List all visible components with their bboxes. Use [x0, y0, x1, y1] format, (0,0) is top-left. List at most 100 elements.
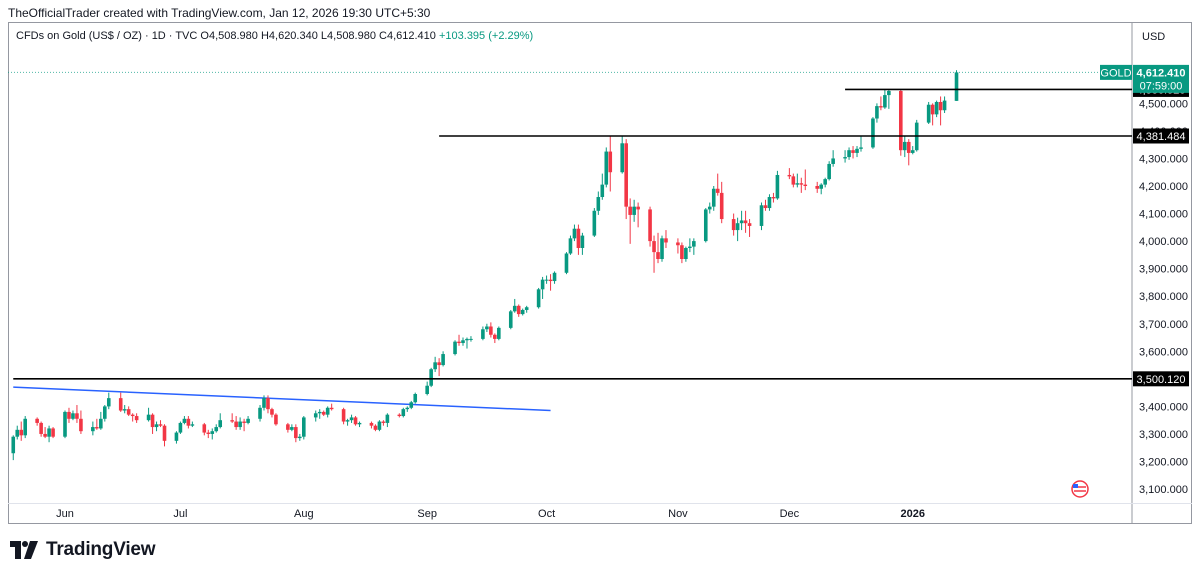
candle-body — [214, 427, 219, 432]
candle-body — [827, 163, 831, 180]
candle-body — [258, 407, 262, 419]
candle-body — [934, 101, 939, 115]
candle-body — [544, 279, 549, 281]
candle-body — [731, 219, 736, 231]
candle-body — [600, 184, 605, 198]
candle-body — [409, 402, 414, 408]
candle-body — [19, 429, 24, 436]
candle-body — [512, 305, 517, 312]
candle-body — [703, 209, 708, 242]
candle-body — [508, 311, 513, 328]
candle-body — [628, 206, 632, 215]
candle-body — [234, 421, 238, 428]
candle-body — [47, 428, 51, 437]
candle-body — [942, 100, 947, 111]
candle-body — [246, 418, 250, 423]
candle-body — [568, 238, 573, 254]
candle-body — [262, 398, 266, 408]
candle-body — [99, 418, 103, 429]
candle-body — [489, 326, 493, 335]
candle-body — [67, 411, 71, 419]
price-tag-label: 4,381.484 — [1137, 131, 1186, 143]
candle-body — [202, 424, 207, 433]
candle-body — [715, 188, 720, 193]
candle-body — [349, 417, 354, 421]
candle-body — [294, 427, 298, 439]
x-tick-label: Nov — [668, 508, 688, 520]
candle-body — [548, 279, 553, 282]
candle-body — [206, 432, 211, 434]
candle-body — [51, 428, 55, 437]
candle-body — [341, 409, 346, 422]
candle-body — [230, 420, 234, 422]
candle-body — [429, 369, 433, 386]
candle-body — [831, 158, 835, 164]
candle-body — [871, 118, 875, 148]
candle-body — [819, 184, 823, 189]
price-axis-currency: USD — [1142, 31, 1165, 43]
candle-body — [743, 220, 748, 224]
candle-body — [632, 206, 636, 215]
event-flag-canton — [1073, 484, 1078, 488]
candle-body — [775, 174, 780, 199]
candle-body — [735, 223, 740, 231]
candle-body — [317, 411, 322, 414]
candle-body — [150, 414, 155, 428]
candle-body — [39, 422, 43, 434]
price-tag-label: 3,500.120 — [1137, 374, 1186, 386]
candle-body — [485, 326, 489, 330]
candle-body — [497, 327, 501, 339]
candle-body — [461, 340, 465, 344]
candle-body — [130, 414, 135, 417]
candle-body — [43, 433, 47, 437]
y-tick-label: 3,700.000 — [1139, 319, 1188, 331]
candle-body — [576, 228, 581, 248]
candle-body — [656, 252, 660, 260]
legend-open: O4,508.980 — [200, 30, 258, 42]
candle-body — [791, 176, 796, 185]
y-tick-label: 3,300.000 — [1139, 429, 1188, 441]
legend-low: L4,508.980 — [320, 30, 376, 42]
candle-body — [823, 179, 827, 185]
candle-body — [71, 413, 75, 419]
candle-body — [887, 90, 891, 96]
candle-body — [847, 150, 851, 158]
candle-body — [875, 106, 879, 119]
candle-body — [385, 414, 390, 423]
candle-body — [859, 147, 863, 149]
candle-body — [453, 341, 457, 355]
candle-body — [290, 427, 294, 430]
candle-body — [298, 436, 302, 439]
candle-body — [397, 414, 402, 417]
y-tick-label: 3,900.000 — [1139, 264, 1188, 276]
y-tick-label: 3,400.000 — [1139, 401, 1188, 413]
candle-body — [676, 242, 680, 246]
candle-body — [106, 398, 111, 407]
candle-body — [75, 413, 79, 419]
candle-body — [401, 409, 406, 417]
candle-body — [767, 197, 772, 209]
candle-body — [63, 411, 67, 437]
y-tick-label: 4,000.000 — [1139, 236, 1188, 248]
current-price-box — [1133, 64, 1189, 93]
candle-body — [329, 407, 334, 410]
candle-body — [23, 418, 27, 436]
candle-body — [954, 72, 959, 101]
candle-body — [441, 354, 445, 366]
y-tick-label: 4,200.000 — [1139, 181, 1188, 193]
candle-body — [660, 238, 664, 260]
candle-body — [759, 205, 764, 226]
candle-body — [457, 341, 461, 344]
candle-body — [210, 431, 215, 434]
candle-body — [688, 246, 692, 248]
candle-body — [274, 414, 278, 425]
trendline — [13, 386, 551, 412]
candle-body — [481, 329, 485, 339]
candle-body — [763, 205, 768, 209]
candle-body — [15, 429, 20, 437]
y-tick-label: 3,200.000 — [1139, 457, 1188, 469]
candle-body — [353, 417, 358, 425]
countdown-label: 07:59:00 — [1140, 80, 1183, 92]
x-tick-label: Dec — [780, 508, 800, 520]
